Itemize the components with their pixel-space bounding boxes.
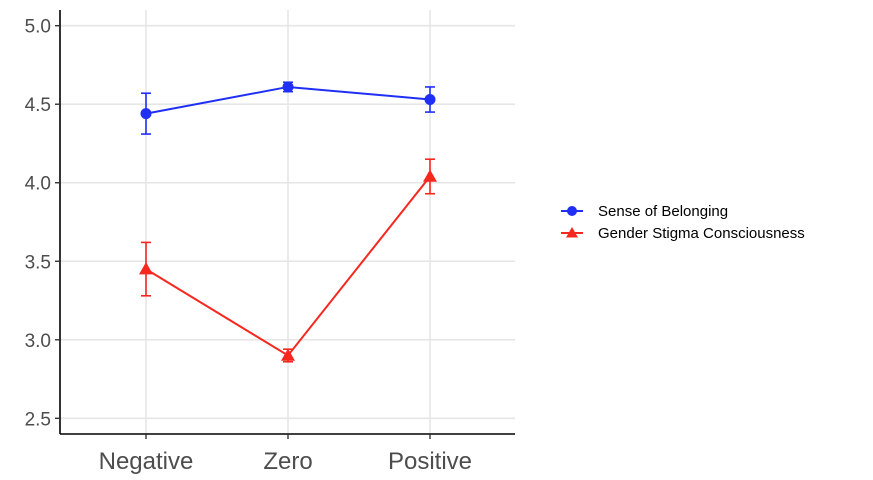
- series-stigma: [139, 158, 437, 363]
- legend-label: Gender Stigma Consciousness: [598, 225, 805, 242]
- y-tick-label: 4.5: [25, 95, 51, 116]
- legend-label: Sense of Belonging: [598, 203, 728, 220]
- data-point: [282, 81, 294, 93]
- legend-key-marker: [567, 206, 577, 216]
- x-tick-label: Zero: [263, 448, 312, 475]
- x-tick-label: Positive: [388, 448, 472, 475]
- x-tick-label: Negative: [99, 448, 194, 475]
- y-tick-label: 3.5: [25, 252, 51, 273]
- data-point: [423, 169, 437, 182]
- y-tick-label: 3.0: [25, 331, 51, 352]
- legend: Sense of Belonging Gender Stigma Consciou…: [561, 203, 805, 242]
- data-point: [139, 262, 153, 275]
- y-tick-label: 4.0: [25, 174, 51, 195]
- data-point: [424, 94, 436, 106]
- legend-key-marker: [566, 227, 578, 238]
- data-point: [140, 108, 152, 120]
- y-tick-label: 5.0: [25, 17, 51, 38]
- series-belonging: [140, 81, 436, 135]
- y-tick-label: 2.5: [25, 409, 51, 430]
- data-point: [281, 348, 295, 361]
